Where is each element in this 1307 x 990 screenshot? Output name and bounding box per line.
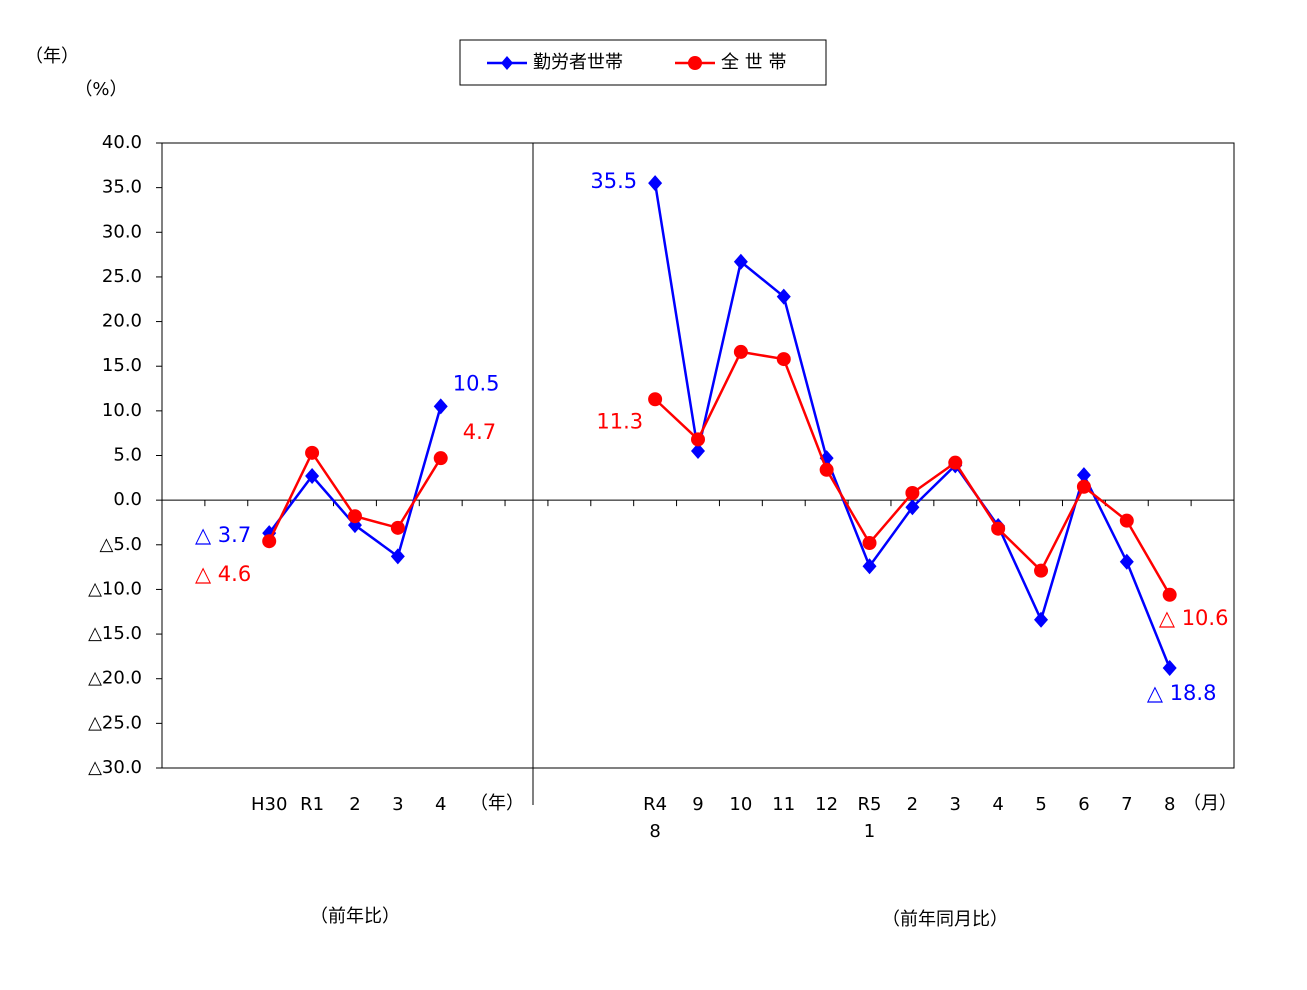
marker <box>905 486 920 500</box>
marker <box>305 468 320 485</box>
marker <box>390 548 405 565</box>
y-unit: （%） <box>74 79 127 100</box>
x-tick-label: 8 <box>649 821 660 842</box>
x-tick-label: 2 <box>349 794 360 815</box>
x-tick-label: 6 <box>1078 794 1089 815</box>
marker <box>390 520 405 535</box>
marker <box>691 443 705 460</box>
x-tick-label: 10 <box>729 794 752 815</box>
value-label: 11.3 <box>596 409 643 433</box>
marker <box>262 534 277 549</box>
marker <box>819 462 834 477</box>
marker <box>691 432 705 447</box>
x-tick-label: R1 <box>300 794 324 815</box>
series-line <box>268 406 442 559</box>
series-line <box>653 182 1171 669</box>
marker <box>905 499 920 516</box>
value-label: △ 3.7 <box>195 523 251 547</box>
marker <box>433 398 448 415</box>
marker <box>1162 587 1177 602</box>
x-unit-left: （年） <box>470 793 524 814</box>
x-tick-label: 9 <box>692 794 703 815</box>
y-tick-label: 20.0 <box>102 311 142 332</box>
legend-marker <box>688 56 702 70</box>
x-tick-label: 11 <box>772 794 795 815</box>
caption-left: （前年比） <box>310 906 400 927</box>
x-tick-label: 4 <box>992 794 1003 815</box>
y-tick-label: 5.0 <box>113 445 142 466</box>
caption-right: （前年同月比） <box>882 909 1008 930</box>
x-tick-label: 2 <box>907 794 918 815</box>
marker <box>433 451 448 466</box>
x-tick-label: 12 <box>815 794 838 815</box>
y-tick-label: △10.0 <box>88 578 142 599</box>
y-tick-label: △15.0 <box>88 623 142 644</box>
marker <box>776 288 791 305</box>
marker <box>347 509 362 524</box>
x-tick-label: 7 <box>1121 794 1132 815</box>
y-tick-label: △25.0 <box>88 712 142 733</box>
y-tick-label: △20.0 <box>88 668 142 689</box>
marker <box>1076 467 1091 484</box>
marker <box>733 253 748 270</box>
marker <box>776 352 791 367</box>
value-label: 35.5 <box>590 169 637 193</box>
x-tick-label: 1 <box>864 821 875 842</box>
y-tick-label: 30.0 <box>102 221 142 242</box>
x-unit-right: （月） <box>1183 793 1237 814</box>
marker <box>862 536 877 550</box>
value-label: 4.7 <box>463 420 496 444</box>
marker <box>991 521 1006 536</box>
x-tick-label: 3 <box>392 794 403 815</box>
value-label: △ 18.8 <box>1147 681 1217 705</box>
series-line <box>654 350 1171 596</box>
marker <box>1162 660 1177 676</box>
legend-label: 勤労者世帯 <box>533 52 623 73</box>
y-tick-label: 0.0 <box>113 489 142 510</box>
x-tick-label: 3 <box>950 794 961 815</box>
x-tick-label: 8 <box>1164 794 1175 815</box>
x-tick-label: 4 <box>435 794 446 815</box>
x-tick-label: H30 <box>251 794 287 815</box>
marker <box>1119 553 1134 570</box>
x-tick-label: 5 <box>1035 794 1046 815</box>
marker <box>1034 611 1049 628</box>
y-tick-label: △30.0 <box>88 757 142 778</box>
y-tick-label: 15.0 <box>102 355 142 376</box>
marker <box>862 558 877 575</box>
marker <box>1119 513 1134 528</box>
marker <box>1034 563 1049 578</box>
value-label: 10.5 <box>453 371 500 395</box>
x-tick-label: R4 <box>643 794 667 815</box>
marker <box>648 392 663 407</box>
legend <box>459 39 827 86</box>
y-tick-label: △5.0 <box>100 534 142 555</box>
marker <box>948 455 963 470</box>
y-top-unit: （年） <box>25 46 79 67</box>
marker <box>1076 479 1091 494</box>
y-tick-label: 25.0 <box>102 266 142 287</box>
y-tick-label: 40.0 <box>102 132 142 153</box>
value-label: △ 10.6 <box>1159 606 1229 630</box>
legend-label: 全 世 帯 <box>721 52 786 73</box>
legend-marker <box>501 56 513 70</box>
marker <box>305 445 320 460</box>
marker <box>648 175 663 192</box>
value-label: △ 4.6 <box>195 562 251 586</box>
x-tick-label: R5 <box>858 794 882 815</box>
y-tick-label: 10.0 <box>102 400 142 421</box>
y-tick-label: 35.0 <box>102 177 142 198</box>
marker <box>733 344 748 359</box>
